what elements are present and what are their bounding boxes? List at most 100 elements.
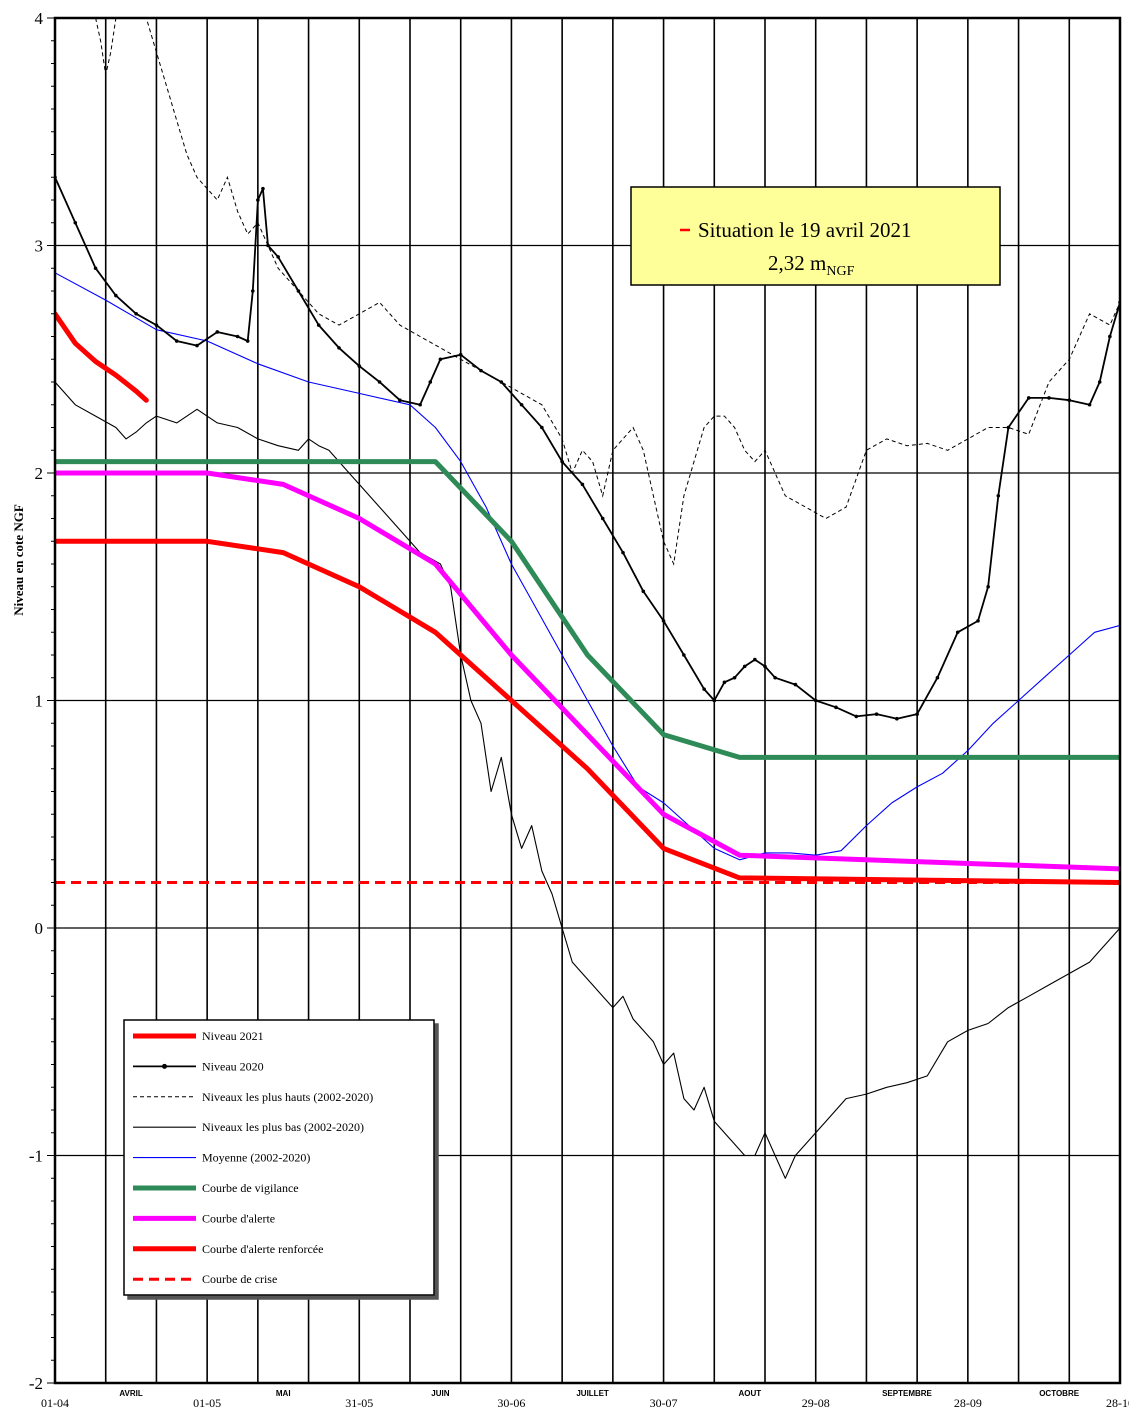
series-line-niveau-2021 — [55, 311, 149, 403]
data-point-niveau-2020 — [986, 584, 990, 589]
data-point-niveau-2020 — [235, 334, 240, 339]
y-tick-label: 3 — [35, 237, 44, 256]
data-point-niveau-2020 — [732, 675, 737, 680]
data-point-niveau-2020 — [915, 712, 919, 716]
data-point-niveau-2020 — [479, 368, 483, 373]
data-point-niveau-2020 — [256, 198, 260, 202]
data-point-niveau-2020 — [499, 380, 504, 384]
data-point-niveau-2020 — [600, 516, 605, 521]
x-month-label: AOUT — [738, 1389, 761, 1398]
y-axis-title: Niveau en cote NGF — [11, 504, 26, 616]
data-point-niveau-2020 — [174, 339, 179, 343]
legend-label: Courbe d'alerte renforcée — [202, 1242, 323, 1256]
data-point-niveau-2020 — [276, 255, 280, 259]
series-line-courbe-d-alerte-renforc-e — [55, 538, 1120, 885]
annotation-unit: NGF — [826, 264, 854, 279]
series-line-moyenne-2002-2020 — [55, 272, 1120, 861]
x-month-label: JUILLET — [576, 1389, 609, 1398]
data-point-niveau-2020 — [398, 398, 402, 403]
legend-marker — [162, 1063, 167, 1069]
legend-label: Courbe de crise — [202, 1272, 277, 1286]
plot-frame — [53, 16, 1122, 1385]
data-point-niveau-2020 — [1026, 396, 1031, 400]
y-tick-label: -2 — [29, 1374, 43, 1393]
data-point-niveau-2020 — [834, 705, 838, 710]
legend: Niveau 2021 Niveau 2020 Niveaux les plus h… — [123, 1019, 435, 1296]
x-month-label: JUIN — [431, 1389, 449, 1398]
data-point-niveau-2020 — [773, 675, 777, 680]
data-point-niveau-2020 — [641, 589, 646, 594]
x-tick-label: 01-05 — [193, 1396, 221, 1410]
data-point-niveau-2020 — [935, 675, 940, 680]
data-point-niveau-2020 — [753, 657, 757, 662]
data-point-niveau-2020 — [1087, 402, 1092, 407]
data-point-niveau-2020 — [93, 266, 98, 271]
legend-label: Niveau 2021 — [202, 1029, 264, 1043]
data-point-niveau-2020 — [854, 714, 859, 719]
y-tick-label: 2 — [35, 464, 44, 483]
data-point-niveau-2020 — [682, 653, 686, 657]
data-point-niveau-2020 — [1047, 396, 1051, 400]
data-point-niveau-2020 — [1006, 425, 1011, 430]
data-point-niveau-2020 — [261, 186, 265, 191]
x-tick-label: 30-06 — [497, 1396, 525, 1410]
data-point-niveau-2020 — [134, 311, 138, 316]
data-point-niveau-2020 — [560, 459, 564, 464]
data-point-niveau-2020 — [215, 330, 220, 334]
data-point-niveau-2020 — [296, 289, 301, 293]
situation-annotation: Situation le 19 avril 2021 2,32 mNGF — [630, 186, 1001, 286]
axes: 4 3 2 1 0 -1 -2 01-04 01-05 31-05 30-06 30-07 29-08 2… — [29, 9, 1129, 1410]
data-point-niveau-2020 — [661, 619, 666, 623]
data-point-niveau-2020 — [621, 550, 625, 555]
data-point-niveau-2020 — [245, 339, 250, 343]
annotation-value: 2,32 m — [768, 251, 826, 275]
y-tick-label: 4 — [35, 9, 44, 28]
y-tick-label: -1 — [29, 1147, 43, 1166]
x-month-label: MAI — [276, 1389, 291, 1398]
annotation-box — [630, 186, 1001, 286]
data-point-niveau-2020 — [895, 716, 899, 721]
x-tick-label: 30-07 — [650, 1396, 678, 1410]
data-point-niveau-2020 — [1067, 398, 1072, 403]
x-tick-label: 31-05 — [345, 1396, 373, 1410]
legend-label: Courbe de vigilance — [202, 1181, 299, 1195]
legend-label: Niveaux les plus bas (2002-2020) — [202, 1120, 364, 1134]
data-point-niveau-2020 — [266, 243, 270, 248]
x-month-label: SEPTEMBRE — [882, 1389, 932, 1398]
data-point-niveau-2020 — [955, 630, 960, 635]
data-point-niveau-2020 — [813, 698, 818, 703]
data-point-niveau-2020 — [114, 293, 118, 298]
data-point-niveau-2020 — [316, 323, 321, 327]
data-point-niveau-2020 — [763, 664, 767, 669]
series-line-niveaux-les-plus-bas-2002-2020 — [55, 381, 1120, 1179]
data-point-niveau-2020 — [357, 364, 362, 368]
annotation-line2: 2,32 mNGF — [768, 251, 855, 279]
data-point-niveau-2020 — [418, 402, 422, 407]
data-point-niveau-2020 — [1097, 380, 1102, 384]
legend-label: Niveaux les plus hauts (2002-2020) — [202, 1090, 373, 1104]
data-point-niveau-2020 — [540, 425, 544, 430]
x-month-label: OCTOBRE — [1039, 1389, 1080, 1398]
data-point-niveau-2020 — [874, 712, 879, 716]
x-tick-label: 01-04 — [41, 1396, 69, 1410]
x-tick-label: 28-09 — [954, 1396, 982, 1410]
x-tick-label: 29-08 — [802, 1396, 830, 1410]
data-point-niveau-2020 — [793, 682, 798, 687]
legend-label: Niveau 2020 — [202, 1059, 264, 1073]
data-point-niveau-2020 — [195, 343, 199, 348]
series-line-courbe-d-alerte — [55, 470, 1120, 872]
data-point-niveau-2020 — [976, 619, 980, 623]
x-month-label: AVRIL — [119, 1389, 143, 1398]
annotation-line1: Situation le 19 avril 2021 — [698, 218, 911, 242]
data-point-niveau-2020 — [1108, 334, 1112, 339]
series-lines — [55, 18, 1120, 1179]
data-point-niveau-2020 — [722, 680, 727, 685]
data-point-niveau-2020 — [519, 402, 524, 407]
legend-items: Niveau 2021 Niveau 2020 Niveaux les plus h… — [133, 1029, 373, 1286]
data-point-niveau-2020 — [712, 698, 717, 703]
data-point-niveau-2020 — [580, 482, 585, 487]
data-point-niveau-2020 — [996, 493, 1001, 498]
data-point-niveau-2020 — [154, 323, 159, 327]
